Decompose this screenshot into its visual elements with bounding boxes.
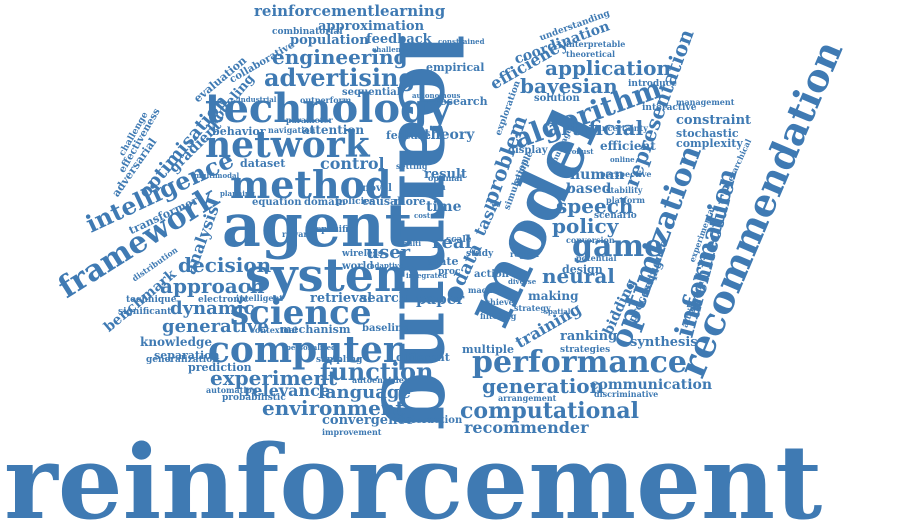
word-challenging: challenging [372, 46, 418, 53]
word-constraint: constraint [676, 114, 751, 127]
word-filtering: filtering [480, 312, 516, 320]
word-knowledge: knowledge [140, 336, 212, 348]
word-parameter: parameter [286, 116, 333, 124]
word-robust: robust [568, 148, 594, 155]
word-theory: theory [424, 128, 474, 142]
word-discriminative: discriminative [594, 390, 658, 398]
word-search: search [360, 292, 408, 305]
word-improvement: improvement [322, 428, 381, 436]
word-industrial: industrial [238, 96, 276, 103]
word-efficient: efficient [600, 140, 656, 152]
word-synthesis: synthesis [630, 336, 698, 349]
word-conversion: conversion [566, 236, 615, 244]
word-equation: equation [252, 198, 301, 208]
word-personalized: personalized [286, 344, 336, 351]
word-scenario: scenario [594, 212, 637, 221]
word-constrained: constrained [438, 38, 485, 45]
word-interaction: interaction [400, 416, 462, 426]
word-optimal: optimal [428, 174, 462, 182]
word-navigation: navigation [268, 126, 315, 134]
word-theoretical: theoretical [566, 50, 615, 58]
word-multiple: multiple [462, 344, 514, 355]
word-automation: automation [206, 386, 258, 394]
word-time: time [426, 200, 462, 214]
word-baseline: baseline [362, 324, 409, 334]
word-multi: multi [400, 240, 421, 247]
word-based: based [566, 182, 611, 196]
word-technique: technique [126, 296, 176, 305]
word-setting: setting [396, 162, 427, 170]
word-stability: stability [606, 186, 642, 194]
word-adaptive: adaptive [370, 262, 403, 269]
word-perspective: perspective [600, 170, 651, 178]
word-feature: feature [386, 130, 431, 141]
word-strategies: strategies [560, 346, 610, 355]
word-dataset: dataset [240, 158, 285, 169]
word-world: world [342, 262, 373, 272]
word-autonomous: autonomous [412, 92, 460, 99]
word-significant: significant [118, 308, 171, 317]
word-specific: specific [316, 226, 354, 235]
word-multimodal: multimodal [194, 172, 239, 179]
word-spatial: spatial [544, 308, 570, 315]
word-different: different [396, 352, 450, 363]
word-management: management [676, 98, 734, 106]
word-planning: planning [220, 190, 255, 197]
word-intelligent: intelligent [236, 294, 283, 302]
word-machine: machine [468, 286, 506, 294]
word-interpretable: interpretable [566, 40, 625, 48]
word-sampling: sampling [316, 356, 362, 365]
word-online: online [610, 156, 635, 163]
word-reward: reward [282, 230, 313, 238]
word-recommender: recommender [464, 420, 589, 436]
word-platform: platform [606, 196, 645, 204]
word-language: language [318, 384, 411, 402]
word-empirical: empirical [426, 62, 485, 73]
word-probabilistic: probabilistic [222, 394, 286, 403]
word-combinatorial: combinatorial [272, 28, 343, 37]
word-more: more [394, 196, 426, 207]
word-scale: scale [446, 236, 472, 245]
word-contextual: contextual [250, 326, 297, 334]
word-wireless: wireless [342, 250, 383, 259]
word-proc: proc [438, 268, 461, 277]
word-outperform: outperform [300, 96, 351, 104]
word-complexity: complexity [676, 138, 743, 149]
word-autoencoder: autoencoder [352, 376, 408, 384]
word-arrangement: arrangement [498, 394, 556, 402]
word-study: study [466, 250, 493, 259]
word-achieve: achieve [480, 298, 514, 306]
word-reinforcementlearning: reinforcementlearning [254, 4, 445, 19]
word-solution: solution [534, 94, 580, 104]
word-making: making [528, 290, 578, 302]
word-cost: cost [414, 212, 430, 219]
word-reinforcement: reinforcement [4, 432, 822, 526]
word-novel: novel [362, 184, 392, 194]
word-generalization: generalization [146, 356, 219, 365]
word-paper: paper [416, 292, 464, 307]
word-uncertainty: uncertainty [596, 124, 648, 132]
word-design: design [562, 264, 603, 275]
word-control: control [320, 156, 385, 172]
word-state: state [428, 256, 458, 267]
word-action: action [474, 270, 509, 280]
word-potential: potential [576, 254, 617, 262]
word-diverse: diverse [508, 278, 536, 285]
word-region: region [510, 250, 539, 258]
word-graph: graph [416, 184, 446, 193]
word-behavior: behavior [212, 126, 266, 137]
word-introduce: introduce [628, 80, 677, 89]
